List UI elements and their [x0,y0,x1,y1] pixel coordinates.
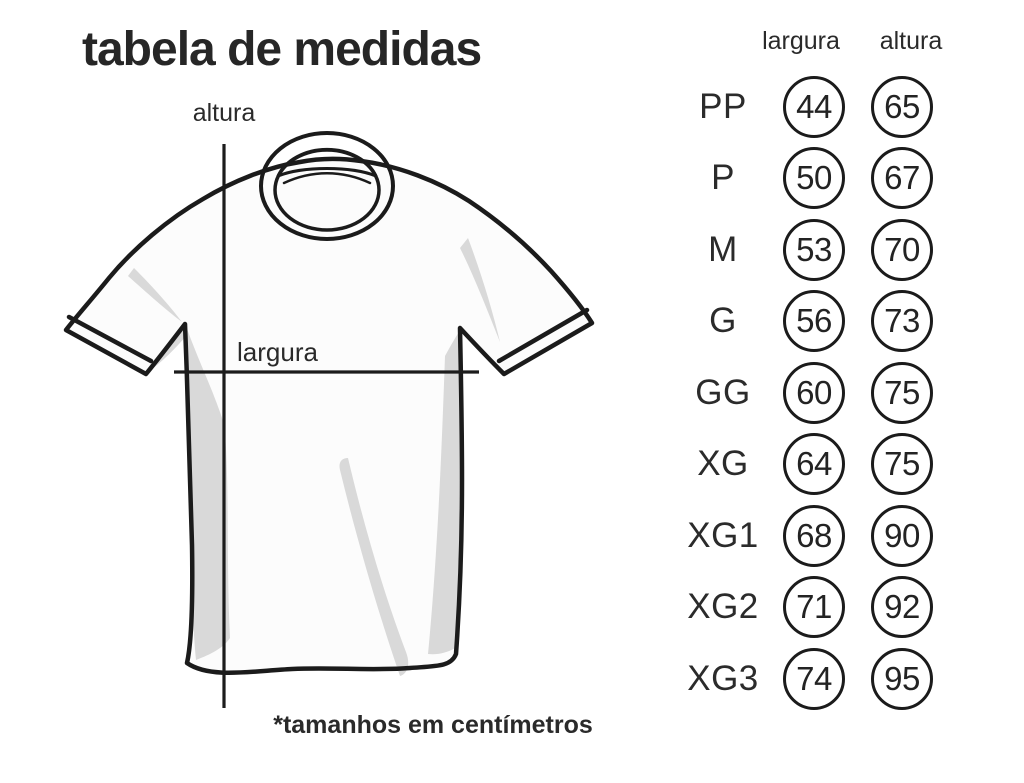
largura-value-circle: 44 [783,75,845,138]
cuff-stripes [66,307,590,364]
altura-value-circle: 73 [871,290,933,353]
size-table: PP 44 65 P 50 67 M 53 70 G 56 73 GG 60 7… [678,71,968,715]
table-row: XG3 74 95 [678,643,968,715]
largura-label: largura [237,337,318,367]
altura-value-circle: 70 [871,218,933,281]
size-label: XG2 [687,587,759,627]
altura-label: altura [192,99,256,127]
altura-value-circle: 75 [871,361,933,424]
largura-value-circle: 74 [783,647,845,710]
table-row: XG1 68 90 [678,500,968,572]
size-label: M [708,229,738,269]
table-row: PP 44 65 [678,71,968,143]
tshirt-diagram [63,131,595,708]
largura-value-circle: 56 [783,290,845,353]
altura-value-circle: 90 [871,504,933,567]
units-footnote: *tamanhos em centímetros [273,711,593,739]
tshirt-outline [63,156,595,676]
altura-value-circle: 65 [871,75,933,138]
largura-value-circle: 68 [783,504,845,567]
collar [259,131,395,241]
table-row: XG2 71 92 [678,572,968,644]
fabric-shading [128,238,500,676]
size-label: GG [695,372,751,412]
size-label: XG1 [687,515,759,555]
size-label: P [711,158,735,198]
size-label: PP [699,86,747,126]
altura-value-circle: 75 [871,433,933,496]
table-row: M 53 70 [678,214,968,286]
largura-value-circle: 64 [783,433,845,496]
largura-value-circle: 60 [783,361,845,424]
size-label: G [709,301,737,341]
size-label: XG [697,444,749,484]
size-label: XG3 [687,658,759,698]
largura-value-circle: 53 [783,218,845,281]
largura-value-circle: 71 [783,576,845,639]
table-row: G 56 73 [678,286,968,358]
table-row: GG 60 75 [678,357,968,429]
column-header-altura: altura [879,27,943,55]
altura-value-circle: 92 [871,576,933,639]
column-header-largura: largura [762,27,840,55]
altura-value-circle: 95 [871,647,933,710]
altura-value-circle: 67 [871,147,933,210]
page-title: tabela de medidas [82,23,482,76]
table-row: XG 64 75 [678,429,968,501]
table-row: P 50 67 [678,143,968,215]
largura-value-circle: 50 [783,147,845,210]
